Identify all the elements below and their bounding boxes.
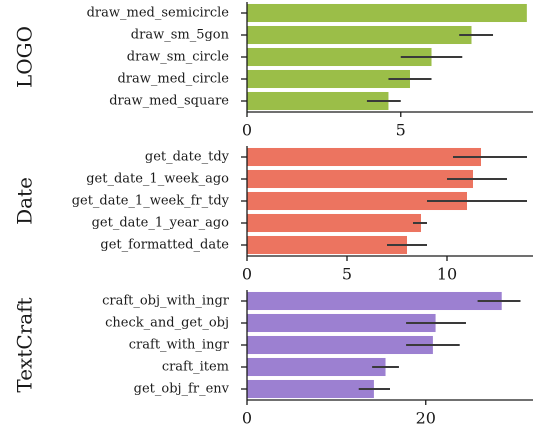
bar (247, 3, 527, 23)
category-label: draw_med_square (109, 94, 229, 109)
panel-title: LOGO (13, 26, 37, 88)
x-tick-label: 5 (342, 265, 352, 284)
x-tick-label: 5 (396, 121, 406, 140)
category-label: get_formatted_date (100, 238, 229, 253)
category-label: get_date_tdy (145, 150, 230, 165)
bar (247, 91, 389, 111)
bar (247, 69, 410, 89)
category-label: get_date_1_week_fr_tdy (72, 194, 230, 209)
bar (247, 169, 473, 189)
bar (247, 357, 386, 377)
x-tick-label: 0 (242, 265, 252, 284)
panel-title: Date (13, 177, 37, 225)
panel-title: TextCraft (13, 297, 37, 392)
bar (247, 47, 432, 67)
x-tick-label: 0 (242, 121, 252, 140)
category-label: draw_sm_circle (127, 50, 230, 65)
x-tick-label: 0 (242, 409, 252, 428)
bar (247, 313, 436, 333)
bar (247, 25, 472, 45)
category-label: draw_med_semicircle (87, 6, 230, 21)
category-label: craft_with_ingr (129, 338, 230, 353)
category-label: get_date_1_week_ago (86, 172, 229, 187)
category-label: craft_obj_with_ingr (102, 294, 230, 309)
category-label: get_obj_fr_env (134, 382, 230, 397)
category-label: draw_med_circle (117, 72, 229, 87)
category-label: check_and_get_obj (105, 316, 229, 331)
bar (247, 213, 421, 233)
category-label: craft_item (162, 360, 229, 375)
bar (247, 291, 502, 311)
x-tick-label: 20 (416, 409, 436, 428)
bar (247, 379, 374, 399)
bar (247, 335, 433, 355)
category-label: get_date_1_year_ago (92, 216, 230, 231)
bar (247, 235, 407, 255)
bar (247, 191, 467, 211)
bar (247, 147, 481, 167)
x-tick-label: 10 (437, 265, 457, 284)
category-label: draw_sm_5gon (131, 28, 230, 43)
